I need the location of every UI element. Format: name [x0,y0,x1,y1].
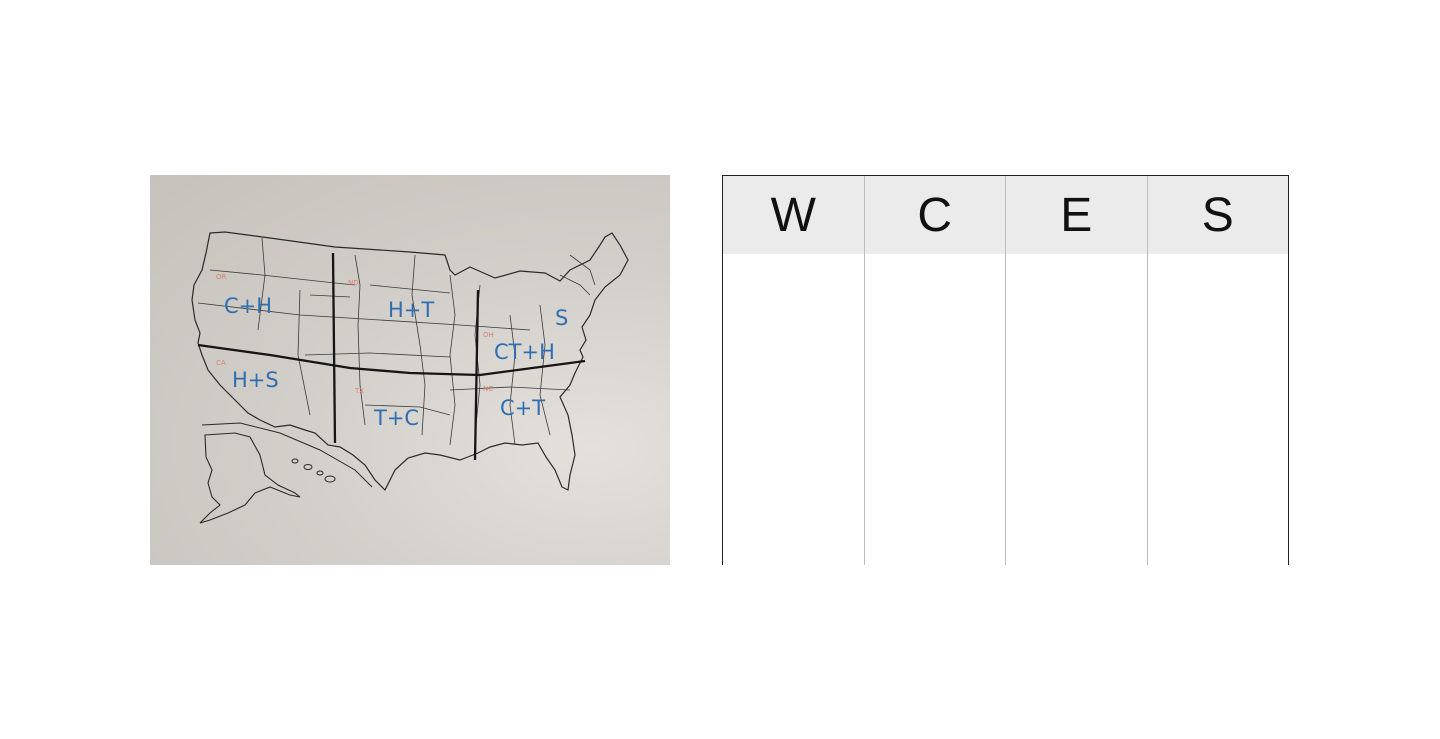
region-dividers [197,252,586,461]
map-photo: OR CA ND TX OH NC C+H H+S H+T T+C S CT+H… [150,175,670,565]
label-north-central: H+T [388,298,434,322]
column-body-c [864,254,1005,565]
column-body-e [1006,254,1147,565]
column-header-c: C [864,176,1005,254]
us-outline [191,231,629,492]
column-w: W [723,176,865,565]
column-header-e: E [1006,176,1147,254]
label-southeast: C+T [500,396,545,420]
column-header-s: S [1147,176,1288,254]
column-header-w: W [723,176,864,254]
column-e: E [1006,176,1148,565]
label-southwest: H+S [232,368,279,392]
sorting-chart: W C E S [722,175,1289,565]
svg-text:TX: TX [354,387,364,395]
svg-text:OH: OH [483,331,494,339]
column-s: S [1147,176,1288,565]
label-northeast: CT+H [494,340,555,364]
label-south-central: T+C [373,406,419,430]
column-c: C [864,176,1006,565]
us-map-drawing: OR CA ND TX OH NC C+H H+S H+T T+C S CT+H… [191,231,629,524]
column-body-s [1147,254,1288,565]
label-northeast-top: S [555,306,568,330]
state-borders [197,237,596,446]
column-body-w [723,254,864,565]
alaska-outline [199,432,301,524]
faint-state-marks: OR CA ND TX OH NC [216,273,494,395]
svg-text:CA: CA [216,359,226,367]
svg-text:OR: OR [216,273,227,281]
svg-text:ND: ND [348,279,359,287]
hawaii-islands [291,458,336,483]
svg-text:NC: NC [483,385,493,393]
label-northwest: C+H [224,294,272,318]
